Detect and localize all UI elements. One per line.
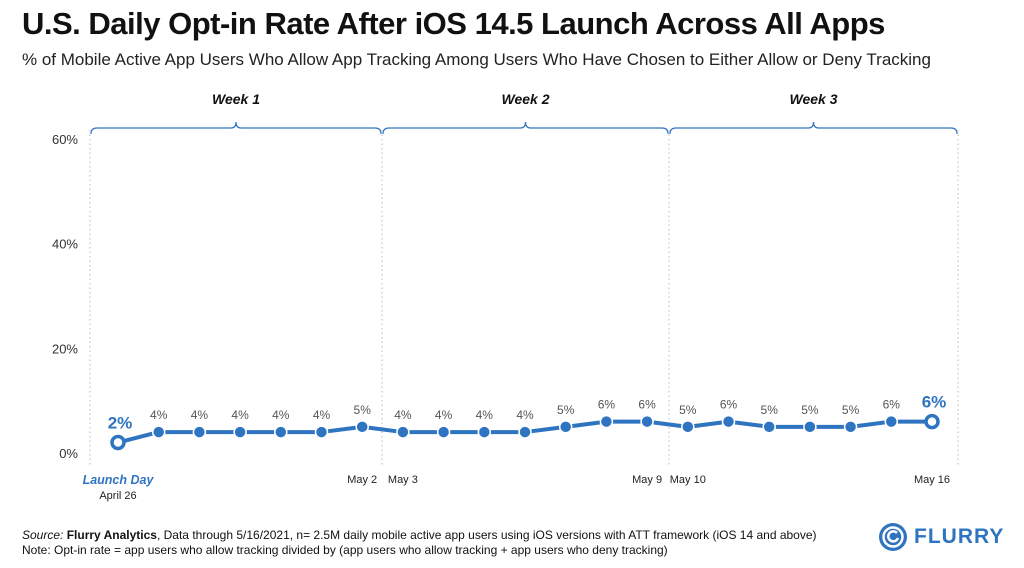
data-point — [681, 420, 695, 434]
flurry-logo: FLURRY — [878, 522, 1004, 552]
week-label: Week 3 — [790, 91, 838, 107]
data-label: 6% — [638, 398, 656, 412]
y-tick-label: 0% — [59, 446, 78, 461]
week-label: Week 1 — [212, 91, 260, 107]
data-label: 6% — [883, 398, 901, 412]
logo-text: FLURRY — [914, 525, 1005, 548]
x-tick-label: May 10 — [670, 474, 706, 486]
data-point — [762, 420, 776, 434]
data-point — [355, 420, 369, 434]
flurry-swirl-icon — [879, 523, 907, 551]
data-label: 4% — [476, 408, 494, 422]
chart-subtitle: % of Mobile Active App Users Who Allow A… — [22, 50, 931, 69]
source-name: Flurry Analytics — [66, 528, 157, 542]
data-label: 6% — [922, 393, 947, 412]
data-label: 5% — [761, 403, 779, 417]
data-label: 4% — [435, 408, 453, 422]
data-label: 4% — [150, 408, 168, 422]
data-point — [192, 425, 207, 439]
week-brace — [382, 121, 669, 135]
data-point — [436, 425, 451, 439]
data-point — [274, 425, 288, 439]
data-point — [233, 425, 247, 439]
data-point — [110, 434, 126, 451]
y-tick-label: 40% — [52, 237, 78, 252]
launch-day-annotation: Launch Day — [83, 473, 155, 487]
data-point — [721, 414, 736, 429]
data-label: 4% — [394, 408, 412, 422]
data-point — [640, 414, 654, 429]
source-details: , Data through 5/16/2021, n= 2.5M daily … — [156, 528, 817, 542]
x-tick-label: May 3 — [388, 474, 418, 486]
data-label: 4% — [191, 408, 209, 422]
data-point — [396, 425, 410, 439]
data-label: 5% — [801, 403, 819, 417]
data-label: 6% — [720, 398, 738, 412]
data-point — [884, 414, 899, 429]
data-label: 5% — [557, 403, 575, 417]
footer-note: Note: Opt-in rate = app users who allow … — [22, 543, 668, 557]
footer-source: Source: Flurry Analytics, Data through 5… — [22, 528, 817, 558]
source-prefix: Source: — [22, 528, 67, 542]
data-point — [314, 425, 329, 439]
y-tick-label: 60% — [52, 132, 78, 147]
week-label: Week 2 — [502, 91, 550, 107]
data-label: 5% — [842, 403, 860, 417]
data-label: 5% — [679, 403, 697, 417]
data-point — [518, 425, 532, 439]
line-chart: 0% 20% 40% 60% Week 1 Week 2 Week 3 2% 4% 4% 4% 4% 4… — [52, 91, 959, 502]
x-tick-label: April 26 — [99, 490, 136, 502]
x-tick-label: May 9 — [632, 474, 662, 486]
data-label: 4% — [231, 408, 249, 422]
data-point — [599, 414, 614, 429]
data-label: 4% — [313, 408, 331, 422]
data-label: 2% — [108, 414, 133, 433]
data-label: 5% — [354, 403, 372, 417]
x-tick-label: May 2 — [347, 474, 377, 486]
x-tick-label: May 16 — [914, 474, 950, 486]
week-brace — [90, 121, 382, 135]
data-point — [558, 420, 573, 434]
y-tick-label: 20% — [52, 341, 78, 356]
data-point — [843, 420, 858, 434]
data-point — [924, 413, 940, 430]
data-point — [151, 425, 166, 439]
chart-title: U.S. Daily Opt-in Rate After iOS 14.5 La… — [22, 6, 885, 41]
data-label: 6% — [598, 398, 616, 412]
data-label: 4% — [516, 408, 534, 422]
week-brace — [669, 121, 958, 135]
data-point — [803, 420, 817, 434]
data-label: 4% — [272, 408, 290, 422]
data-point — [477, 425, 492, 439]
